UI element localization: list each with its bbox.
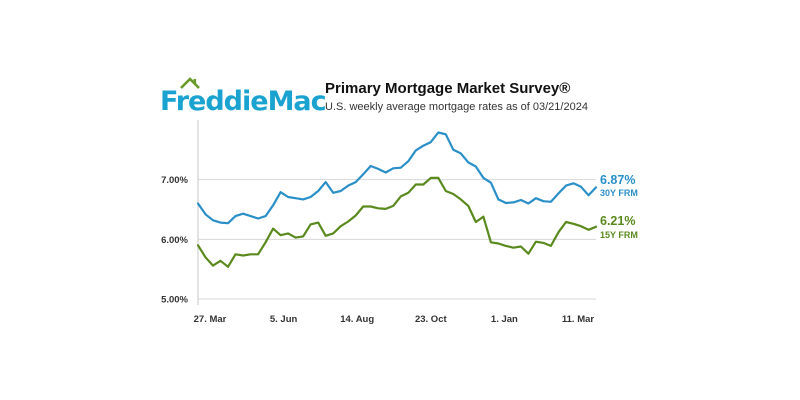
chart-title: Primary Mortgage Market Survey® [325,80,571,97]
series-30y-end-value: 6.87% [600,173,636,187]
x-tick-label: 1. Jan [491,314,518,325]
house-roof-icon [180,77,200,89]
x-tick-label: 11. Mar [562,314,595,325]
x-tick-label: 14. Aug [340,314,374,325]
x-tick-label: 23. Oct [415,314,448,325]
y-tick-label: 6.00% [161,235,188,246]
series-30y-name: 30Y FRM [600,188,638,198]
chart-subtitle: U.S. weekly average mortgage rates as of… [325,101,588,113]
series-line-30y-frm [196,131,598,225]
x-tick-label: 27. Mar [194,314,227,325]
y-tick-label: 7.00% [161,175,188,186]
series-15y-end-value: 6.21% [600,214,636,228]
freddie-mac-logo: FreddieMac [160,77,327,117]
x-tick-label: 5. Jun [270,314,298,325]
logo-text: FreddieMac [160,86,327,117]
series-15y-name: 15Y FRM [600,230,638,240]
y-tick-label: 5.00% [161,295,188,306]
series-line-15y-frm [196,176,598,268]
